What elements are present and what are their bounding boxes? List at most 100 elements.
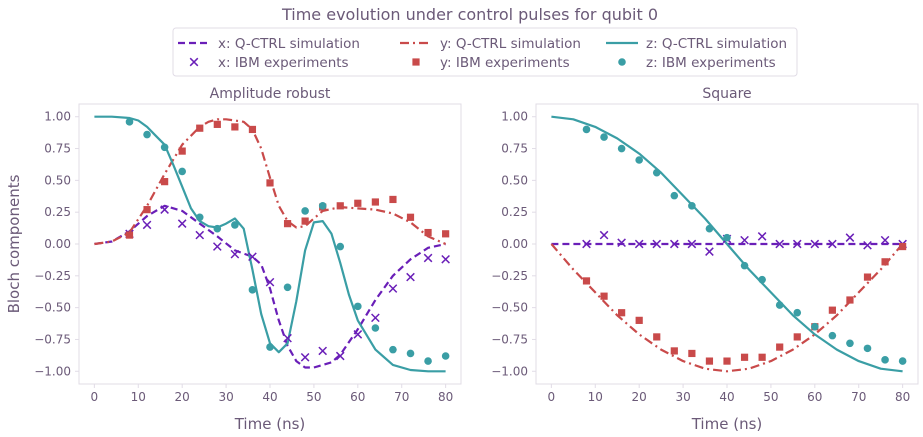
y-tick-label: −0.25: [491, 269, 528, 283]
data-point: [792, 239, 802, 249]
series-y-ibm-experiments: [125, 120, 450, 239]
data-point: [371, 324, 380, 332]
x-tick-label: 80: [895, 390, 910, 404]
data-point: [688, 349, 696, 358]
x-axis-label: Time (ns): [234, 415, 306, 433]
data-point: [634, 239, 644, 249]
data-point: [265, 277, 275, 287]
y-tick-label: 0.75: [501, 142, 528, 156]
data-point: [898, 357, 907, 365]
data-point: [758, 353, 766, 361]
x-tick-label: 70: [394, 390, 409, 404]
data-point: [723, 357, 731, 365]
data-point: [177, 219, 187, 228]
data-point: [653, 333, 661, 341]
data-point: [161, 178, 169, 186]
data-point: [863, 273, 872, 281]
x-tick-label: 60: [350, 390, 365, 404]
x-tick-label: 10: [588, 390, 603, 404]
legend-label: y: IBM experiments: [440, 55, 570, 71]
data-point: [810, 239, 820, 249]
data-point: [160, 205, 169, 214]
data-point: [336, 202, 344, 210]
data-point: [300, 352, 310, 362]
data-point: [441, 352, 450, 360]
data-point: [423, 253, 433, 263]
chart-square: Square 0 10 20 30 40 50 60 70 80 1.00 0.75 0.50 0.25 0…: [491, 86, 919, 433]
y-tick-label: −0.25: [34, 269, 71, 283]
series-z-ibm-experiments: [125, 118, 450, 365]
legend-label: z: Q-CTRL simulation: [646, 36, 787, 52]
legend-label: x: IBM experiments: [218, 55, 349, 71]
data-point: [125, 118, 134, 126]
y-tick-label: −0.75: [491, 332, 528, 346]
data-point: [248, 252, 257, 262]
x-tick-label: 60: [807, 390, 822, 404]
data-point: [248, 286, 257, 294]
series-y-q-ctrl-simulation: [550, 243, 904, 373]
data-point: [582, 125, 591, 134]
data-point: [758, 275, 766, 284]
legend-marker: [618, 58, 626, 66]
data-point: [230, 249, 240, 259]
x-tick-label: 30: [675, 390, 690, 404]
data-point: [846, 339, 854, 348]
series-x-q-ctrl-simulation: [94, 204, 446, 369]
y-axis-label: Bloch components: [5, 174, 23, 313]
data-point: [775, 239, 785, 249]
data-point: [388, 284, 398, 293]
data-point: [845, 233, 855, 242]
chart-title: Amplitude robust: [210, 86, 331, 102]
data-point: [723, 233, 731, 242]
data-point: [600, 292, 608, 300]
y-tick-label: −0.50: [491, 301, 528, 315]
data-point: [318, 202, 327, 210]
data-point: [669, 239, 679, 249]
x-tick-label: 50: [763, 390, 778, 404]
chart-title: Square: [702, 86, 751, 102]
data-point: [231, 221, 239, 229]
x-tick-label: 10: [131, 390, 146, 404]
data-point: [828, 239, 837, 249]
data-point: [143, 206, 151, 214]
data-point: [688, 202, 696, 210]
data-point: [301, 217, 309, 225]
data-point: [143, 130, 151, 139]
y-tick-label: −0.50: [34, 301, 71, 315]
legend-label: y: Q-CTRL simulation: [440, 36, 581, 52]
y-tick-label: 0.50: [501, 173, 528, 187]
data-point: [212, 242, 222, 251]
x-tick-label: 80: [438, 390, 453, 404]
series-y-q-ctrl-simulation: [94, 118, 447, 246]
data-point: [354, 302, 362, 311]
data-point: [160, 143, 169, 152]
x-tick-label: 30: [218, 390, 233, 404]
y-tick-label: 0.75: [44, 142, 71, 156]
y-tick-label: 1.00: [44, 110, 71, 124]
data-point: [266, 179, 274, 187]
data-point: [353, 330, 363, 339]
y-tick-label: −1.00: [491, 364, 528, 378]
data-point: [283, 283, 292, 292]
data-point: [828, 306, 836, 314]
legend-marker: [189, 57, 199, 67]
data-point: [793, 308, 802, 317]
data-point: [635, 316, 643, 324]
data-point: [670, 191, 679, 200]
series-x-ibm-experiments: [582, 230, 907, 256]
legend-frame: [172, 27, 798, 77]
x-axis-label: Time (ns): [691, 415, 763, 433]
x-tick-label: 40: [262, 390, 277, 404]
legend-label: x: Q-CTRL simulation: [218, 36, 360, 52]
data-point: [881, 258, 889, 266]
data-point: [880, 235, 890, 245]
y-tick-label: −0.75: [34, 332, 71, 346]
data-point: [389, 195, 397, 204]
data-point: [670, 347, 678, 355]
legend: x: Q-CTRL simulation y: Q-CTRL simulation…: [172, 27, 798, 77]
legend-marker: [412, 58, 420, 66]
data-point: [811, 322, 819, 331]
series-z-q-ctrl-simulation: [551, 115, 903, 373]
data-point: [335, 351, 345, 361]
